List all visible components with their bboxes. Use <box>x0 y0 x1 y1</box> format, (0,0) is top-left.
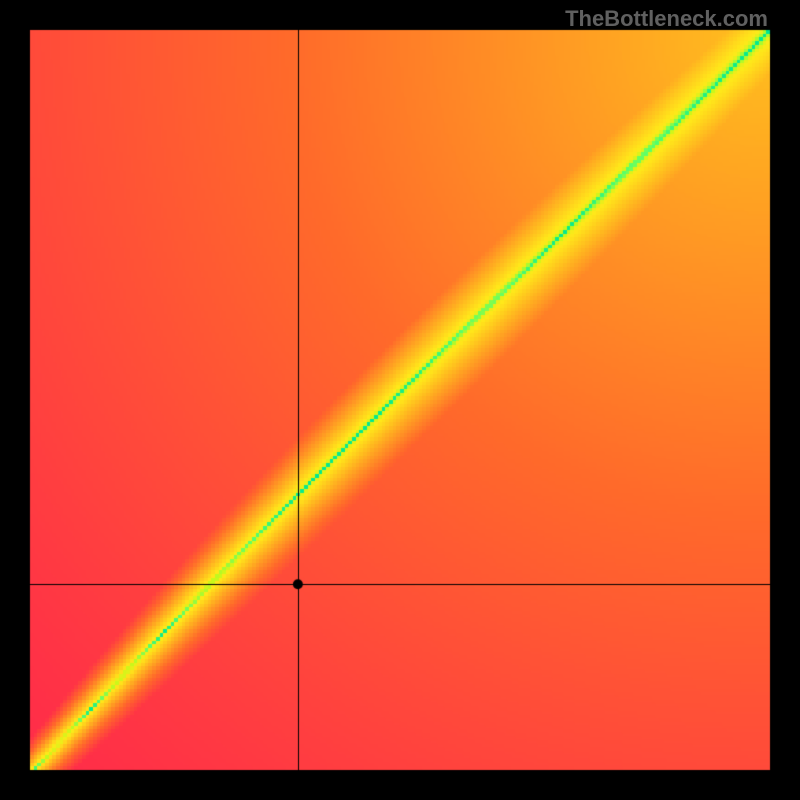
chart-container: { "source_watermark": { "text": "TheBott… <box>0 0 800 800</box>
bottleneck-heatmap <box>0 0 800 800</box>
